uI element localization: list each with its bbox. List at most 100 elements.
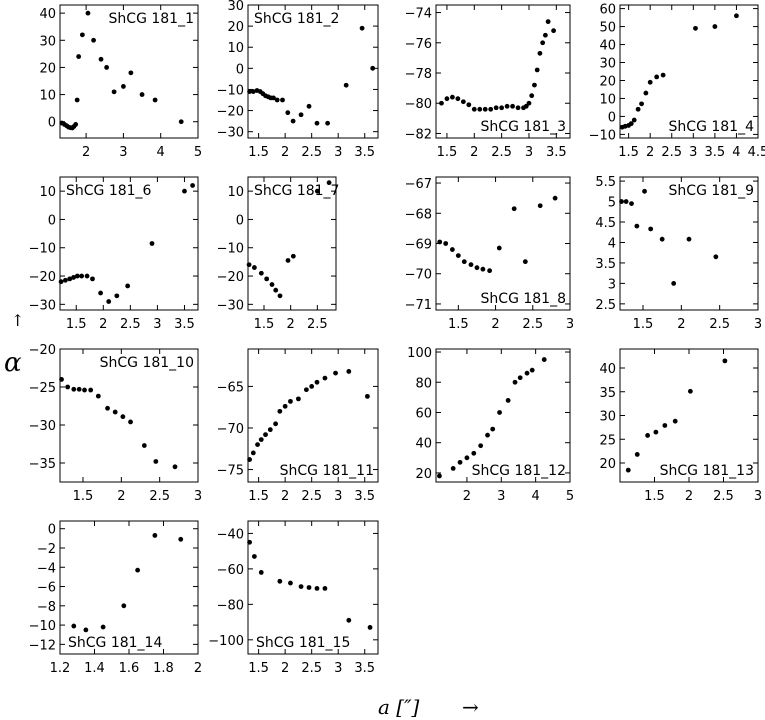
x-tick-label: 3 [497, 489, 505, 504]
data-point [529, 367, 535, 373]
data-point [326, 180, 332, 186]
data-point [306, 585, 312, 590]
data-point [629, 201, 634, 207]
data-point [457, 459, 463, 465]
data-point [529, 93, 535, 99]
data-point [450, 465, 456, 471]
y-tick-label: −30 [29, 419, 56, 434]
panel-2: 1.5 2 2.5 3 3.5 −30 −20 −10 0 10 20 30 ShCG 181_2 [217, 0, 379, 160]
y-tick-label: −12 [29, 638, 56, 653]
x-tick-label: 3 [566, 317, 574, 332]
data-point [71, 386, 77, 392]
panel-label: ShCG 181_9 [669, 183, 754, 199]
data-point [82, 387, 87, 393]
data-point [505, 397, 511, 403]
data-point [526, 100, 532, 106]
y-tick-label: 3.5 [595, 257, 616, 272]
y-axis-title: ↑ α [4, 311, 24, 378]
data-point [306, 103, 312, 109]
y-tick-label: 0 [236, 62, 244, 77]
data-point [79, 273, 85, 279]
y-tick-label: 40 [599, 39, 616, 54]
data-point [437, 239, 443, 245]
data-point [139, 92, 145, 97]
data-point [258, 437, 264, 443]
y-tick-label: −76 [405, 37, 432, 52]
y-tick-label: −80 [405, 97, 432, 112]
y-tick-label: 20 [227, 20, 244, 35]
y-tick-label: −20 [29, 270, 56, 285]
data-point [74, 97, 80, 103]
data-point [121, 84, 126, 89]
x-tick-label: 3.5 [354, 145, 375, 160]
x-tick-label: 4 [732, 145, 740, 160]
x-tick-label: 2.5 [522, 317, 543, 332]
data-point [84, 273, 90, 279]
y-tick-label: 3 [608, 277, 616, 292]
x-tick-label: 3.5 [705, 145, 726, 160]
x-tick-label: 1.5 [66, 317, 87, 332]
data-point [662, 423, 668, 428]
data-point [271, 95, 276, 101]
x-tick-label: 2 [646, 145, 654, 160]
y-tick-label: 20 [599, 74, 616, 89]
x-tick-label: 3 [334, 489, 342, 504]
y-tick-label: −71 [405, 298, 432, 313]
data-point [90, 276, 95, 282]
data-point [309, 384, 315, 389]
data-point [280, 97, 285, 103]
y-tick-label: −20 [217, 105, 244, 120]
data-point [288, 398, 293, 404]
x-tick-label: 1.5 [248, 145, 269, 160]
panel-6: 1.5 2 2.5 −30 −20 −10 0 10 ShCG 181_7 [217, 176, 339, 332]
data-point [653, 429, 659, 435]
data-point [178, 536, 184, 542]
data-point [634, 223, 640, 229]
data-point [298, 584, 304, 590]
data-point [277, 408, 283, 414]
x-tick-label: 2 [491, 317, 499, 332]
y-tick-label: 30 [39, 34, 56, 49]
data-point [255, 442, 260, 447]
data-point [542, 32, 548, 38]
y-tick-label: −78 [405, 67, 432, 82]
data-point [125, 283, 131, 289]
data-point [264, 276, 270, 282]
data-point [367, 625, 373, 630]
data-point [290, 253, 296, 259]
data-point [172, 464, 178, 470]
y-tick-label: 80 [415, 376, 432, 391]
data-point [643, 90, 649, 96]
panel-label: ShCG 181_1 [109, 11, 194, 27]
data-point [71, 275, 76, 280]
x-tick-label: 2.5 [713, 489, 734, 504]
x-tick-label: 1.5 [618, 145, 639, 160]
data-point [250, 89, 256, 94]
data-point [153, 459, 159, 464]
data-point [625, 467, 631, 473]
data-point [455, 96, 461, 102]
x-tick-label: 1.5 [254, 317, 275, 332]
y-tick-label: 5.5 [595, 175, 616, 190]
data-point [443, 241, 449, 246]
data-point [654, 74, 660, 80]
x-tick-label: 2 [82, 145, 90, 160]
data-point [478, 443, 484, 449]
data-point [485, 432, 490, 438]
y-tick-label: 60 [415, 406, 432, 421]
x-tick-label: 2.5 [307, 317, 328, 332]
y-tick-label: 20 [415, 467, 432, 482]
x-tick-label: 2.5 [301, 661, 322, 676]
panel-label: ShCG 181_11 [280, 463, 374, 479]
data-point [58, 279, 64, 285]
x-tick-label: 2.5 [149, 489, 170, 504]
data-point [247, 539, 252, 545]
panel-4: 1.5 2 2.5 3 3.5 4 4.5 −10 0 10 20 30 40 50 60 ShCG 181_… [589, 3, 765, 160]
data-point [63, 277, 68, 283]
data-point [487, 268, 492, 274]
data-point [128, 70, 134, 76]
data-point [263, 432, 268, 438]
data-point [474, 265, 480, 271]
x-tick-label: 1.5 [437, 145, 458, 160]
